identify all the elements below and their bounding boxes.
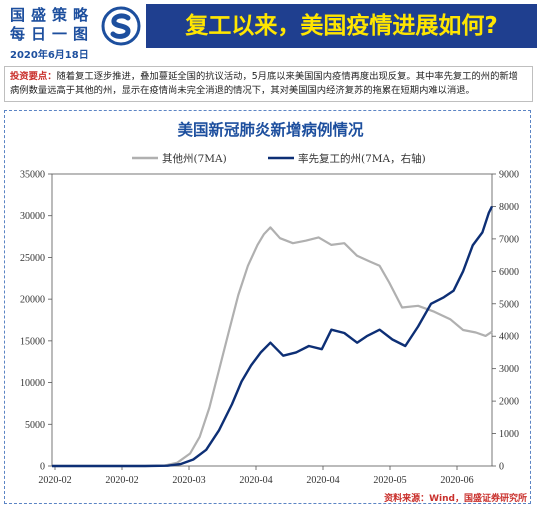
y-left-tick-label: 20000 [20,295,45,306]
y-left-tick-label: 10000 [20,378,45,389]
series-line-2 [52,205,494,468]
banner-title: 复工以来，美国疫情进展如何? [146,4,537,48]
brand-block: 国盛策略 每日一图 2020年6月18日 [10,6,108,61]
x-tick-label: 2020-04 [239,475,272,486]
note-line2: 病例数量远高于其他的州，显示在疫情尚未完全消退的情况下，其对美国国内经济复苏的拖… [10,85,475,96]
plot-area [51,173,493,467]
brand-line2: 每日一图 [10,25,95,43]
y-right-tick-label: 1000 [499,429,519,440]
investment-note: 投资要点：随着复工逐步推进，叠加蔓延全国的抗议活动，5月底以来美国国内疫情再度出… [4,66,533,102]
y-right-tick-label: 8000 [499,202,519,213]
company-logo-icon [101,6,141,46]
brand-line1: 国盛策略 [10,6,95,24]
y-right-tick-label: 3000 [499,364,519,375]
report-date: 2020年6月18日 [10,50,89,61]
y-left-tick-label: 15000 [20,336,45,347]
chart-frame [4,110,531,504]
x-tick-label: 2020-06 [440,475,473,486]
y-right-tick-label: 9000 [499,170,519,181]
x-tick-label: 2020-02 [105,475,138,486]
chart-title: 美国新冠肺炎新增病例情况 [177,121,364,139]
y-left-tick-label: 35000 [20,170,45,181]
y-right-tick-label: 6000 [499,267,519,278]
x-tick-label: 2020-02 [38,475,71,486]
y-right-tick-label: 5000 [499,299,519,310]
x-tick-label: 2020-05 [373,475,406,486]
x-tick-label: 2020-04 [306,475,339,486]
y-left-tick-label: 5000 [25,420,45,431]
y-left-tick-label: 0 [40,462,45,473]
x-tick-label: 2020-03 [172,475,205,486]
y-right-tick-label: 0 [499,462,504,473]
legend-label-2: 率先复工的州(7MA，右轴) [298,152,426,165]
y-left-tick-label: 30000 [20,211,45,222]
note-label: 投资要点： [10,71,57,82]
note-line1: 随着复工逐步推进，叠加蔓延全国的抗议活动，5月底以来美国国内疫情再度出现反复。其… [56,71,518,82]
series-line-1 [52,226,493,468]
y-left-tick-label: 25000 [20,253,45,264]
legend-label-1: 其他州(7MA) [162,152,227,165]
y-right-tick-label: 2000 [499,397,519,408]
source-note: 资料来源：Wind，国盛证券研究所 [384,494,527,504]
y-right-tick-label: 4000 [499,332,519,343]
y-right-tick-label: 7000 [499,234,519,245]
